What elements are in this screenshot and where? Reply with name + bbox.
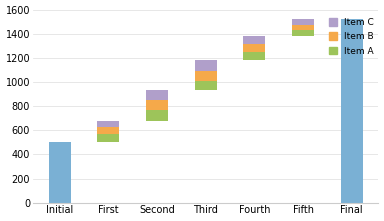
Bar [146, 110, 168, 121]
Bar [243, 36, 265, 44]
Bar [146, 90, 168, 100]
Bar [243, 44, 265, 52]
Bar [341, 19, 363, 203]
Bar [195, 90, 217, 203]
Bar [195, 81, 217, 90]
Bar [195, 71, 217, 81]
Bar [98, 134, 119, 142]
Bar [146, 121, 168, 203]
Bar [98, 142, 119, 203]
Bar [292, 19, 314, 25]
Bar [292, 30, 314, 36]
Bar [243, 60, 265, 203]
Bar [98, 127, 119, 134]
Bar [195, 60, 217, 71]
Bar [146, 100, 168, 110]
Legend: Item C, Item B, Item A: Item C, Item B, Item A [329, 18, 374, 56]
Bar [49, 142, 71, 203]
Bar [292, 25, 314, 30]
Bar [243, 52, 265, 60]
Bar [292, 36, 314, 203]
Bar [98, 121, 119, 127]
